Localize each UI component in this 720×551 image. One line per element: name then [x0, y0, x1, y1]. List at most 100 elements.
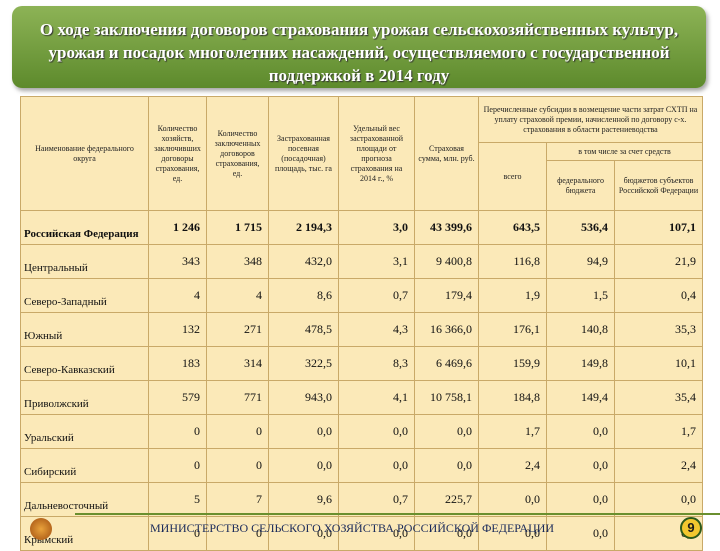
cell-farms: 0: [148, 448, 207, 483]
cell-share: 0,0: [338, 448, 415, 483]
cell-contracts: 7: [206, 482, 269, 517]
header-farms: Количество хозяйств, заключивших договор…: [148, 96, 207, 211]
cell-farms: 132: [148, 312, 207, 347]
footer: МИНИСТЕРСТВО СЕЛЬСКОГО ХОЗЯЙСТВА РОССИЙС…: [0, 513, 720, 540]
header-federal: федерального бюджета: [546, 160, 615, 211]
cell-total: 2,4: [478, 448, 547, 483]
cell-regional: 0,0: [614, 482, 703, 517]
cell-contracts: 4: [206, 278, 269, 313]
table-row: Центральный 343 348 432,0 3,1 9 400,8 116,8 94,…: [20, 244, 703, 279]
cell-contracts: 1 715: [206, 210, 269, 245]
cell-total: 184,8: [478, 380, 547, 415]
cell-share: 4,1: [338, 380, 415, 415]
cell-farms: 1 246: [148, 210, 207, 245]
table-row: Дальневосточный 5 7 9,6 0,7 225,7 0,0 0,0 0,0: [20, 482, 703, 517]
cell-name: Северо-Кавказский: [20, 346, 149, 381]
cell-share: 3,1: [338, 244, 415, 279]
cell-name: Северо-Западный: [20, 278, 149, 313]
cell-total: 1,9: [478, 278, 547, 313]
header-district: Наименование федерального округа: [20, 96, 149, 211]
cell-federal: 149,8: [546, 346, 615, 381]
cell-federal: 94,9: [546, 244, 615, 279]
cell-farms: 579: [148, 380, 207, 415]
cell-contracts: 0: [206, 414, 269, 449]
page-number: 9: [680, 517, 702, 539]
cell-sum: 16 366,0: [414, 312, 479, 347]
cell-share: 8,3: [338, 346, 415, 381]
cell-total: 0,0: [478, 482, 547, 517]
cell-name: Приволжский: [20, 380, 149, 415]
cell-area: 8,6: [268, 278, 339, 313]
cell-total: 159,9: [478, 346, 547, 381]
cell-area: 943,0: [268, 380, 339, 415]
cell-sum: 10 758,1: [414, 380, 479, 415]
header-total: всего: [478, 142, 547, 211]
cell-federal: 0,0: [546, 414, 615, 449]
header-area: Застрахованная посевная (посадочная) пло…: [268, 96, 339, 211]
header-regional: бюджетов субъектов Российской Федерации: [614, 160, 703, 211]
cell-federal: 1,5: [546, 278, 615, 313]
cell-name: Сибирский: [20, 448, 149, 483]
cell-federal: 536,4: [546, 210, 615, 245]
cell-contracts: 348: [206, 244, 269, 279]
cell-sum: 0,0: [414, 448, 479, 483]
cell-area: 2 194,3: [268, 210, 339, 245]
cell-area: 0,0: [268, 448, 339, 483]
table-row: Северо-Кавказский 183 314 322,5 8,3 6 469,6 15…: [20, 346, 703, 381]
cell-share: 0,7: [338, 482, 415, 517]
title-banner: О ходе заключения договоров страхования …: [12, 6, 706, 88]
header-subsidies: Перечисленные субсидии в возмещение част…: [478, 96, 703, 143]
header-incl: в том числе за счет средств: [546, 142, 703, 161]
ministry-emblem-icon: [30, 518, 52, 540]
table-body: Российская Федерация 1 246 1 715 2 194,3 3,0…: [20, 210, 703, 551]
cell-name: Российская Федерация: [20, 210, 149, 245]
cell-total: 643,5: [478, 210, 547, 245]
cell-sum: 225,7: [414, 482, 479, 517]
footer-divider: [75, 513, 720, 515]
cell-farms: 0: [148, 414, 207, 449]
table-row: Северо-Западный 4 4 8,6 0,7 179,4 1,9 1,5 0,4: [20, 278, 703, 313]
cell-sum: 43 399,6: [414, 210, 479, 245]
cell-sum: 0,0: [414, 414, 479, 449]
cell-name: Уральский: [20, 414, 149, 449]
cell-regional: 1,7: [614, 414, 703, 449]
cell-regional: 107,1: [614, 210, 703, 245]
cell-regional: 35,3: [614, 312, 703, 347]
cell-regional: 21,9: [614, 244, 703, 279]
cell-contracts: 771: [206, 380, 269, 415]
cell-regional: 0,4: [614, 278, 703, 313]
cell-area: 9,6: [268, 482, 339, 517]
cell-area: 478,5: [268, 312, 339, 347]
cell-sum: 9 400,8: [414, 244, 479, 279]
cell-sum: 6 469,6: [414, 346, 479, 381]
ministry-name: МИНИСТЕРСТВО СЕЛЬСКОГО ХОЗЯЙСТВА РОССИЙС…: [150, 521, 555, 535]
cell-regional: 35,4: [614, 380, 703, 415]
cell-federal: 0,0: [546, 448, 615, 483]
page-title: О ходе заключения договоров страхования …: [39, 20, 679, 85]
cell-federal: 149,4: [546, 380, 615, 415]
table-row: Сибирский 0 0 0,0 0,0 0,0 2,4 0,0 2,4: [20, 448, 703, 483]
table-row: Российская Федерация 1 246 1 715 2 194,3 3,0…: [20, 210, 703, 245]
insurance-table-container: Наименование федерального округа Количес…: [20, 96, 703, 551]
table-row: Южный 132 271 478,5 4,3 16 366,0 176,1 140,8 35,…: [20, 312, 703, 347]
cell-contracts: 271: [206, 312, 269, 347]
cell-sum: 179,4: [414, 278, 479, 313]
cell-area: 322,5: [268, 346, 339, 381]
cell-regional: 10,1: [614, 346, 703, 381]
header-contracts: Количество заключенных договоров страхов…: [206, 96, 269, 211]
table-row: Приволжский 579 771 943,0 4,1 10 758,1 184,8 14…: [20, 380, 703, 415]
cell-name: Южный: [20, 312, 149, 347]
cell-contracts: 314: [206, 346, 269, 381]
cell-name: Дальневосточный: [20, 482, 149, 517]
cell-name: Центральный: [20, 244, 149, 279]
table-row: Уральский 0 0 0,0 0,0 0,0 1,7 0,0 1,7: [20, 414, 703, 449]
cell-farms: 343: [148, 244, 207, 279]
cell-contracts: 0: [206, 448, 269, 483]
cell-regional: 2,4: [614, 448, 703, 483]
cell-total: 176,1: [478, 312, 547, 347]
cell-farms: 4: [148, 278, 207, 313]
header-sum: Страховая сумма, млн. руб.: [414, 96, 479, 211]
cell-area: 0,0: [268, 414, 339, 449]
insurance-table: Наименование федерального округа Количес…: [20, 96, 703, 551]
cell-share: 3,0: [338, 210, 415, 245]
